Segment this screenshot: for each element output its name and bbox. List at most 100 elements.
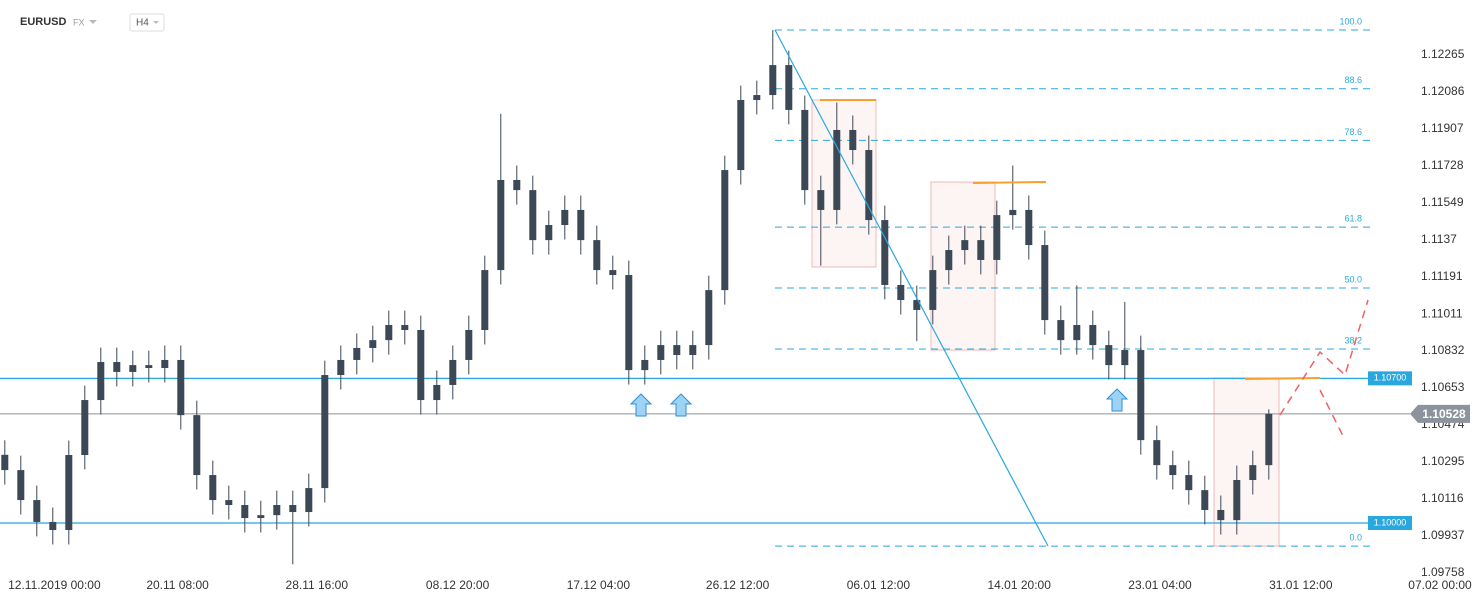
y-tick-label: 1.10653 [1421, 380, 1465, 394]
candle-body [849, 129, 857, 151]
candle-body [97, 362, 105, 401]
y-tick-label: 1.1137 [1421, 232, 1457, 246]
candle-body [657, 345, 665, 360]
candle-body [705, 290, 713, 346]
candle-body [753, 95, 761, 101]
candle-body [81, 400, 89, 456]
candle-body [673, 345, 681, 355]
candle-body [145, 365, 153, 369]
y-tick-label: 1.11549 [1421, 195, 1464, 209]
candle-body [1169, 465, 1177, 476]
candle-body [337, 359, 345, 376]
candle-body [33, 500, 41, 522]
candle-body [593, 240, 601, 271]
level-label: 1.10700 [1374, 373, 1407, 383]
projection [1279, 299, 1369, 416]
candle-body [177, 359, 185, 416]
candle-body [577, 209, 585, 241]
candle-body [721, 170, 729, 291]
arrows [629, 388, 1129, 417]
candle-body [1233, 480, 1241, 521]
candle-body [17, 470, 25, 501]
candle-body [961, 240, 969, 251]
last-price-label: 1.10528 [1422, 407, 1466, 421]
fib-label: 88.6 [1344, 75, 1362, 85]
candle-body [401, 325, 409, 330]
candle-body [625, 275, 633, 371]
candle-body [1249, 465, 1257, 481]
level-tag [1368, 515, 1412, 530]
candle-body [241, 505, 249, 519]
candle-body [1201, 490, 1209, 510]
candle-body [321, 375, 329, 489]
candle-body [1025, 209, 1033, 246]
candle-body [257, 515, 265, 519]
resistance-mark [1244, 377, 1321, 380]
levels: 100.0 88.6 78.6 61.8 50.0 38.2 0.0 1.10700 1.100… [0, 16, 1412, 547]
candle-body [513, 179, 521, 191]
candle-body [465, 329, 473, 360]
candle-body [913, 300, 921, 310]
candle-body [977, 240, 985, 260]
candle-body [929, 270, 937, 310]
candle-body [545, 225, 553, 241]
y-tick-label: 1.11907 [1421, 121, 1464, 135]
y-tick-label: 1.09758 [1421, 565, 1465, 579]
symbol[interactable]: EURUSD [20, 16, 67, 28]
candle-body [1265, 413, 1273, 466]
x-tick-label: 28.11 16:00 [286, 578, 349, 592]
up-arrow [629, 393, 653, 417]
candle-body [945, 250, 953, 271]
candle-body [1, 454, 9, 471]
resistance-mark [972, 181, 1047, 184]
candle-body [689, 345, 697, 355]
x-tick-label: 26.12 12:00 [706, 578, 770, 592]
fib-label: 100.0 [1339, 16, 1362, 26]
candles [1, 29, 1273, 565]
x-tick-label: 31.01 12:00 [1269, 578, 1333, 592]
candle-body [529, 190, 537, 241]
y-tick-label: 1.10116 [1421, 491, 1464, 505]
fib-label: 0.0 [1349, 533, 1362, 543]
candle-body [209, 475, 217, 501]
x-tick-label: 14.01 20:00 [987, 578, 1051, 592]
candle-body [1217, 509, 1225, 521]
candle-body [1073, 325, 1081, 341]
candle-body [49, 521, 57, 531]
candle-body [561, 209, 569, 226]
symbol-dropdown[interactable] [89, 20, 97, 24]
candle-body [1153, 440, 1161, 466]
x-tick-label: 06.01 12:00 [847, 578, 911, 592]
candle-body [993, 215, 1001, 260]
candle-body [1057, 320, 1065, 341]
candle-body [385, 325, 393, 341]
candle-body [897, 284, 905, 301]
timeframe-dropdown[interactable] [153, 21, 159, 24]
y-tick-label: 1.12265 [1421, 47, 1465, 61]
candle-body [369, 340, 377, 348]
timeframe[interactable]: H4 [136, 18, 149, 29]
y-tick-label: 1.09937 [1421, 528, 1465, 542]
fib-label: 50.0 [1344, 274, 1362, 284]
candle-body [1009, 209, 1017, 216]
x-tick-label: 20.11 08:00 [146, 578, 209, 592]
candle-body [481, 270, 489, 330]
candle-body [497, 179, 505, 271]
candle-body [1089, 325, 1097, 346]
candle-body [353, 347, 361, 360]
candle-body [881, 220, 889, 285]
projection [1319, 389, 1346, 441]
candle-body [289, 505, 297, 513]
candle-body [833, 129, 841, 210]
timeframe-box[interactable] [129, 13, 165, 32]
up-arrow [1105, 388, 1129, 412]
candle-body [769, 65, 777, 96]
up-arrow [669, 393, 693, 417]
candle-body [225, 500, 233, 506]
candle-body [609, 270, 617, 276]
fib-label: 38.2 [1344, 335, 1362, 345]
y-tick-label: 1.10295 [1421, 454, 1465, 468]
last-price-tag [1410, 404, 1470, 423]
